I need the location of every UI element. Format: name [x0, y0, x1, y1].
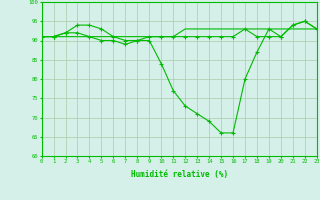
X-axis label: Humidité relative (%): Humidité relative (%) — [131, 170, 228, 179]
